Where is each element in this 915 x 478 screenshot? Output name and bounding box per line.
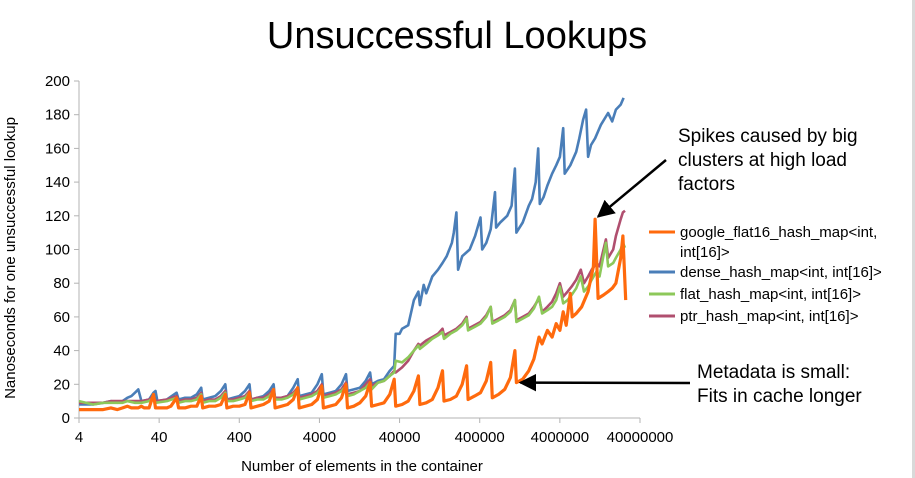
annotation-text: factors [678,174,735,195]
annotations: Spikes caused by big clusters at high loa… [518,126,862,407]
x-tick-label: 4000000 [531,429,589,446]
x-tick-label: 40000000 [607,429,674,446]
y-ticks: 0 20 40 60 80 100 120 140 160 180 200 [45,73,79,427]
legend-label: flat_hash_map<int, int[16]> [680,286,861,303]
x-tick-label: 400 [227,429,252,446]
x-tick-label: 40000 [379,429,421,446]
series-line-1 [79,97,625,406]
legend: google_flat16_hash_map<int, int[16]> dense… [649,224,882,325]
legend-label: google_flat16_hash_map<int, [680,224,877,241]
annotation-text: clusters at high load [678,150,847,171]
y-tick-label: 40 [53,343,70,360]
axes [78,81,640,419]
y-tick-label: 140 [45,174,70,191]
y-axis-label: Nanoseconds for one unsuccessful lookup [2,117,19,399]
annotation-text: Metadata is small: [697,362,850,383]
annotation-text: Spikes caused by big [678,126,858,147]
series-lines [78,97,628,412]
annotation-text: Fits in cache longer [697,386,862,407]
x-ticks: 4 40 400 4000 40000 400000 4000000 40000000 [75,418,674,446]
y-tick-label: 0 [62,410,70,427]
y-tick-label: 60 [53,309,70,326]
frame-edge [912,0,915,478]
legend-label: int[16]> [680,244,730,261]
y-tick-label: 20 [53,376,70,393]
y-tick-label: 160 [45,140,70,157]
y-tick-label: 100 [45,242,70,259]
legend-label: ptr_hash_map<int, int[16]> [680,308,859,325]
series-line-2 [78,241,627,406]
x-tick-label: 4000 [303,429,336,446]
y-tick-label: 80 [53,275,70,292]
x-axis-label: Number of elements in the container [241,458,483,475]
series-line-0 [79,217,628,412]
x-tick-label: 400000 [455,429,505,446]
y-tick-label: 180 [45,107,70,124]
legend-label: dense_hash_map<int, int[16]> [680,264,882,281]
series-line-3 [79,209,626,405]
annotation-arrow [596,159,667,218]
x-tick-label: 4 [75,429,83,446]
chart-title: Unsuccessful Lookups [267,15,647,57]
y-tick-label: 120 [45,208,70,225]
y-tick-label: 200 [45,73,70,90]
x-tick-label: 40 [151,429,168,446]
